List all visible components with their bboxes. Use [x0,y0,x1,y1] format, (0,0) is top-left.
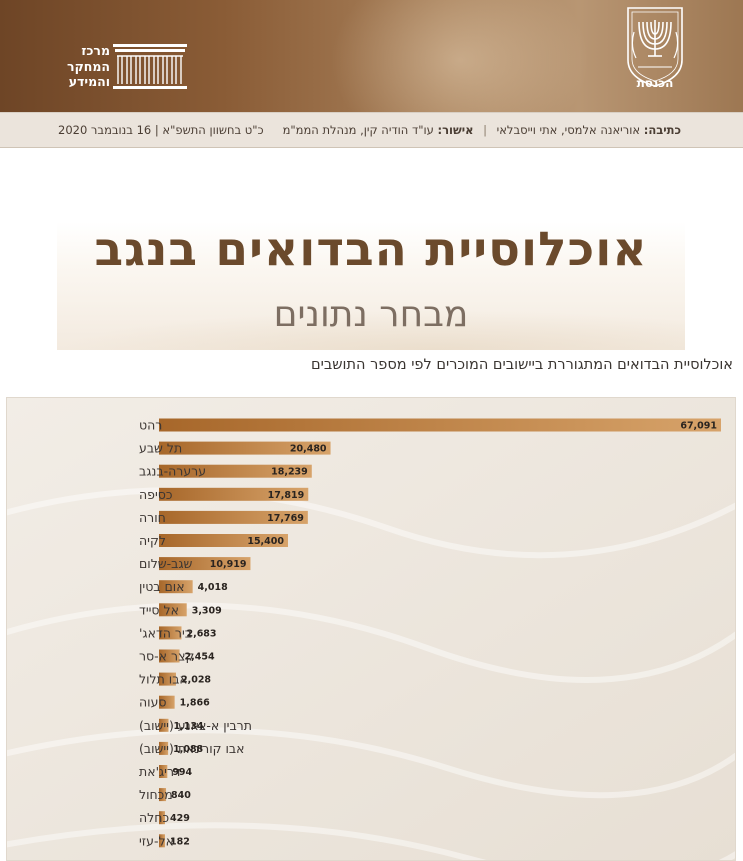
category-label-10: קצר א-סר [139,649,194,664]
value-label-15: 994 [172,767,192,778]
category-label-9: ביר הדאג' [139,625,192,640]
page-title: אוכלוסיית הבדואים בנגב [94,222,648,277]
category-label-5: לקיה [139,533,166,548]
research-center-line-3: והמידע [68,74,110,89]
value-label-9: 2,683 [186,628,216,639]
category-label-12: סעוה [139,695,167,710]
author-label: כתיבה: [643,123,681,137]
bar-2 [159,464,312,478]
category-label-17: כחלה [139,810,169,825]
title-band [57,222,685,350]
category-label-14: אבו קורינאת (יישוב) [139,741,244,756]
bar-14 [159,741,169,755]
category-label-3: כסיפה [139,487,173,502]
separator: | [483,123,488,137]
value-label-2: 18,239 [271,467,308,478]
category-label-2: ערערה-בנגב [139,464,206,479]
value-label-13: 1,134 [173,721,203,732]
bar-0 [159,418,721,432]
info-bar: כתיבה: אוריאנה אלמסי, אתי וייסבלאי | איש… [0,112,743,148]
sand-background [7,398,735,860]
bar-17 [159,811,165,825]
category-label-16: מכחול [139,787,173,802]
bar-3 [159,487,309,501]
value-label-17: 429 [170,813,190,824]
research-center-line-2: המחקר [67,58,110,74]
category-label-1: תל שבע [139,441,182,456]
bar-13 [159,718,169,732]
authors: אוריאנה אלמסי, אתי וייסבלאי [496,123,641,137]
bar-4 [159,510,308,524]
chart-panel: רהט 67,091 תל שבע 20,480 ערערה-בנגב 18,239 כסי… [6,397,736,861]
value-label-10: 2,454 [185,652,215,663]
bar-chart: רהט 67,091 תל שבע 20,480 ערערה-בנגב 18,239 כסי… [7,398,735,860]
category-label-8: אל סייד [139,602,179,617]
value-label-0: 67,091 [680,421,717,432]
category-label-0: רהט [139,418,162,433]
bar-5 [159,534,289,547]
bars-group: רהט 67,091 תל שבע 20,480 ערערה-בנגב 18,239 כסי… [139,418,721,848]
value-label-12: 1,866 [180,698,210,709]
bar-6 [159,557,251,571]
bar-18 [159,834,165,848]
bar-15 [159,765,168,778]
bar-7 [159,580,193,594]
value-label-5: 15,400 [247,536,284,547]
value-label-14: 1,088 [173,744,203,755]
bar-8 [159,603,187,617]
category-label-15: דריג'את [139,764,181,779]
bar-11 [159,672,176,686]
value-label-4: 17,769 [267,513,304,524]
knesset-name: הכנסת [636,76,674,90]
category-label-7: אום בטין [139,579,185,594]
value-label-8: 3,309 [192,605,222,616]
category-label-18: אל-עזי [139,833,174,848]
header-banner: הכנסת מרכז המחקר והמידע [0,0,743,112]
value-label-18: 182 [170,836,190,847]
credits: כתיבה: אוריאנה אלמסי, אתי וייסבלאי | איש… [283,123,681,137]
bar-12 [159,695,175,709]
value-label-16: 840 [171,790,191,801]
pillared-building-icon [113,44,187,89]
value-label-6: 10,919 [210,559,247,570]
menorah-emblem-icon [627,7,683,87]
research-center-name: מרכז המחקר והמידע [56,43,110,90]
value-label-7: 4,018 [198,582,228,593]
bar-9 [159,626,182,640]
bar-10 [159,649,180,663]
category-label-13: תרבין א-צאנע (יישוב) [139,718,252,733]
page-subtitle: מבחר נתונים [273,294,469,335]
category-label-4: חורה [139,510,166,525]
value-label-11: 2,028 [181,675,211,686]
publication-date: כ"ט בחשוון התשפ"א | 16 בנובמבר 2020 [58,123,264,137]
value-label-1: 20,480 [290,444,327,455]
approval-label: אישור: [437,123,474,137]
bar-1 [159,441,331,455]
category-label-6: שגב-שלום [139,556,193,571]
category-label-11: אבו תלול [139,672,188,687]
approver: עו"ד הודיה קין, מנהלת הממ"מ [282,123,434,137]
chart-caption: אוכלוסיית הבדואים המתגוררת ביישובים המוכ… [311,357,733,373]
value-label-3: 17,819 [268,490,305,501]
bar-16 [159,788,167,802]
sand-texture [7,487,735,860]
research-center-line-1: מרכז [81,43,110,58]
